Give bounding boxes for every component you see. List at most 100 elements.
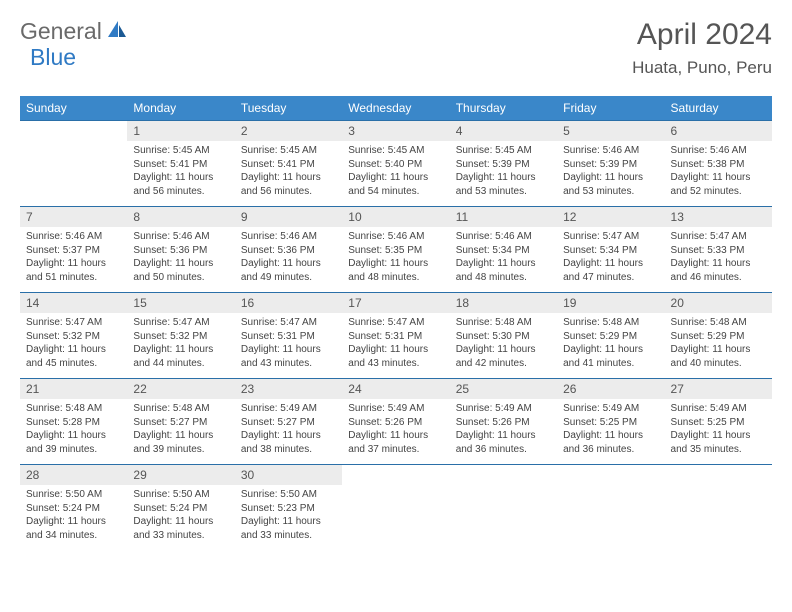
day-details: Sunrise: 5:48 AMSunset: 5:30 PMDaylight:…	[450, 313, 557, 376]
calendar-cell: .	[342, 465, 449, 551]
day-number: 29	[127, 465, 234, 485]
day-details: Sunrise: 5:49 AMSunset: 5:26 PMDaylight:…	[450, 399, 557, 462]
calendar-cell: 6Sunrise: 5:46 AMSunset: 5:38 PMDaylight…	[665, 121, 772, 207]
calendar-body: .1Sunrise: 5:45 AMSunset: 5:41 PMDayligh…	[20, 121, 772, 551]
calendar-cell: 30Sunrise: 5:50 AMSunset: 5:23 PMDayligh…	[235, 465, 342, 551]
calendar-cell: 27Sunrise: 5:49 AMSunset: 5:25 PMDayligh…	[665, 379, 772, 465]
calendar-cell: 7Sunrise: 5:46 AMSunset: 5:37 PMDaylight…	[20, 207, 127, 293]
logo-text-blue: Blue	[30, 44, 76, 70]
calendar-cell: 8Sunrise: 5:46 AMSunset: 5:36 PMDaylight…	[127, 207, 234, 293]
day-number: 21	[20, 379, 127, 399]
calendar-cell: 21Sunrise: 5:48 AMSunset: 5:28 PMDayligh…	[20, 379, 127, 465]
day-number: 4	[450, 121, 557, 141]
day-details: Sunrise: 5:46 AMSunset: 5:36 PMDaylight:…	[235, 227, 342, 290]
calendar-cell: .	[20, 121, 127, 207]
day-details: Sunrise: 5:50 AMSunset: 5:23 PMDaylight:…	[235, 485, 342, 548]
calendar-cell: 28Sunrise: 5:50 AMSunset: 5:24 PMDayligh…	[20, 465, 127, 551]
day-number: 11	[450, 207, 557, 227]
day-details: Sunrise: 5:48 AMSunset: 5:29 PMDaylight:…	[557, 313, 664, 376]
calendar-cell: 20Sunrise: 5:48 AMSunset: 5:29 PMDayligh…	[665, 293, 772, 379]
calendar-cell: .	[450, 465, 557, 551]
day-details: Sunrise: 5:46 AMSunset: 5:37 PMDaylight:…	[20, 227, 127, 290]
title-block: April 2024 Huata, Puno, Peru	[632, 18, 772, 78]
calendar-cell: 1Sunrise: 5:45 AMSunset: 5:41 PMDaylight…	[127, 121, 234, 207]
day-number: 22	[127, 379, 234, 399]
day-details: Sunrise: 5:46 AMSunset: 5:34 PMDaylight:…	[450, 227, 557, 290]
day-number: 20	[665, 293, 772, 313]
day-details: Sunrise: 5:46 AMSunset: 5:35 PMDaylight:…	[342, 227, 449, 290]
calendar-row: 28Sunrise: 5:50 AMSunset: 5:24 PMDayligh…	[20, 465, 772, 551]
day-number: 13	[665, 207, 772, 227]
day-number: 12	[557, 207, 664, 227]
day-details: Sunrise: 5:48 AMSunset: 5:29 PMDaylight:…	[665, 313, 772, 376]
day-details: Sunrise: 5:45 AMSunset: 5:39 PMDaylight:…	[450, 141, 557, 204]
day-number: 1	[127, 121, 234, 141]
calendar-cell: 5Sunrise: 5:46 AMSunset: 5:39 PMDaylight…	[557, 121, 664, 207]
day-details: Sunrise: 5:50 AMSunset: 5:24 PMDaylight:…	[20, 485, 127, 548]
day-details: Sunrise: 5:48 AMSunset: 5:27 PMDaylight:…	[127, 399, 234, 462]
calendar-cell: 15Sunrise: 5:47 AMSunset: 5:32 PMDayligh…	[127, 293, 234, 379]
day-details: Sunrise: 5:46 AMSunset: 5:36 PMDaylight:…	[127, 227, 234, 290]
sail-icon	[106, 19, 128, 44]
calendar-cell: 9Sunrise: 5:46 AMSunset: 5:36 PMDaylight…	[235, 207, 342, 293]
day-number: 25	[450, 379, 557, 399]
day-number: 6	[665, 121, 772, 141]
day-number: 18	[450, 293, 557, 313]
day-details: Sunrise: 5:47 AMSunset: 5:32 PMDaylight:…	[127, 313, 234, 376]
day-details: Sunrise: 5:47 AMSunset: 5:31 PMDaylight:…	[342, 313, 449, 376]
calendar-cell: 13Sunrise: 5:47 AMSunset: 5:33 PMDayligh…	[665, 207, 772, 293]
calendar-cell: .	[665, 465, 772, 551]
calendar-cell: 2Sunrise: 5:45 AMSunset: 5:41 PMDaylight…	[235, 121, 342, 207]
day-number: 9	[235, 207, 342, 227]
day-details: Sunrise: 5:47 AMSunset: 5:31 PMDaylight:…	[235, 313, 342, 376]
calendar-cell: .	[557, 465, 664, 551]
day-details: Sunrise: 5:45 AMSunset: 5:40 PMDaylight:…	[342, 141, 449, 204]
weekday-header: Saturday	[665, 96, 772, 121]
weekday-header: Thursday	[450, 96, 557, 121]
day-number: 2	[235, 121, 342, 141]
calendar-cell: 16Sunrise: 5:47 AMSunset: 5:31 PMDayligh…	[235, 293, 342, 379]
day-number: 16	[235, 293, 342, 313]
day-details: Sunrise: 5:49 AMSunset: 5:25 PMDaylight:…	[557, 399, 664, 462]
day-details: Sunrise: 5:46 AMSunset: 5:39 PMDaylight:…	[557, 141, 664, 204]
day-number: 26	[557, 379, 664, 399]
calendar-cell: 26Sunrise: 5:49 AMSunset: 5:25 PMDayligh…	[557, 379, 664, 465]
weekday-header: Monday	[127, 96, 234, 121]
day-details: Sunrise: 5:48 AMSunset: 5:28 PMDaylight:…	[20, 399, 127, 462]
weekday-header: Wednesday	[342, 96, 449, 121]
day-number: 30	[235, 465, 342, 485]
day-details: Sunrise: 5:47 AMSunset: 5:32 PMDaylight:…	[20, 313, 127, 376]
calendar-cell: 3Sunrise: 5:45 AMSunset: 5:40 PMDaylight…	[342, 121, 449, 207]
day-details: Sunrise: 5:47 AMSunset: 5:33 PMDaylight:…	[665, 227, 772, 290]
calendar-cell: 22Sunrise: 5:48 AMSunset: 5:27 PMDayligh…	[127, 379, 234, 465]
day-number: 17	[342, 293, 449, 313]
weekday-header: Sunday	[20, 96, 127, 121]
calendar-cell: 24Sunrise: 5:49 AMSunset: 5:26 PMDayligh…	[342, 379, 449, 465]
calendar-cell: 14Sunrise: 5:47 AMSunset: 5:32 PMDayligh…	[20, 293, 127, 379]
day-details: Sunrise: 5:45 AMSunset: 5:41 PMDaylight:…	[235, 141, 342, 204]
day-details: Sunrise: 5:49 AMSunset: 5:25 PMDaylight:…	[665, 399, 772, 462]
day-number: 3	[342, 121, 449, 141]
weekday-header: Friday	[557, 96, 664, 121]
day-number: 7	[20, 207, 127, 227]
logo: General	[20, 18, 130, 45]
calendar-cell: 4Sunrise: 5:45 AMSunset: 5:39 PMDaylight…	[450, 121, 557, 207]
location-text: Huata, Puno, Peru	[632, 58, 772, 78]
day-number: 14	[20, 293, 127, 313]
calendar-cell: 19Sunrise: 5:48 AMSunset: 5:29 PMDayligh…	[557, 293, 664, 379]
day-number: 27	[665, 379, 772, 399]
header: General April 2024 Huata, Puno, Peru	[20, 18, 772, 78]
calendar-cell: 12Sunrise: 5:47 AMSunset: 5:34 PMDayligh…	[557, 207, 664, 293]
calendar-head: SundayMondayTuesdayWednesdayThursdayFrid…	[20, 96, 772, 121]
day-number: 5	[557, 121, 664, 141]
day-details: Sunrise: 5:50 AMSunset: 5:24 PMDaylight:…	[127, 485, 234, 548]
calendar-row: 14Sunrise: 5:47 AMSunset: 5:32 PMDayligh…	[20, 293, 772, 379]
day-details: Sunrise: 5:47 AMSunset: 5:34 PMDaylight:…	[557, 227, 664, 290]
calendar-row: .1Sunrise: 5:45 AMSunset: 5:41 PMDayligh…	[20, 121, 772, 207]
day-number: 24	[342, 379, 449, 399]
day-number: 10	[342, 207, 449, 227]
day-details: Sunrise: 5:46 AMSunset: 5:38 PMDaylight:…	[665, 141, 772, 204]
day-details: Sunrise: 5:49 AMSunset: 5:27 PMDaylight:…	[235, 399, 342, 462]
day-number: 28	[20, 465, 127, 485]
logo-row2: Blue	[30, 44, 76, 71]
